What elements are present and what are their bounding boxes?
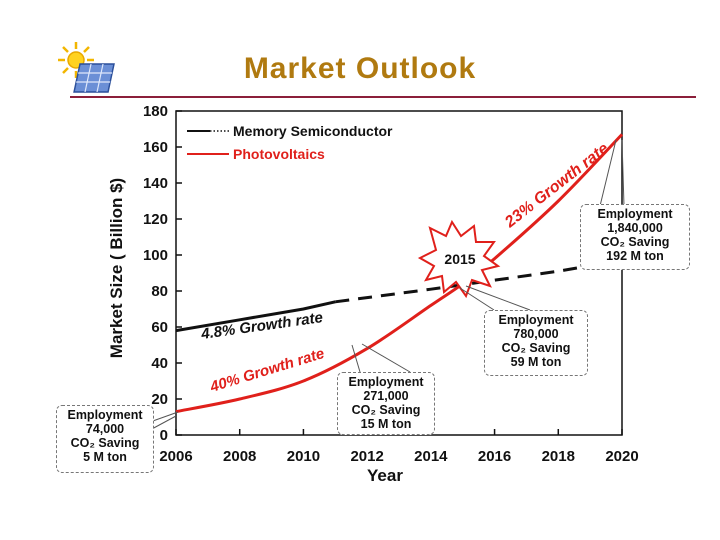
pv-early-growth-rate-label: 40% Growth rate: [207, 345, 326, 396]
legend-pv-label: Photovoltaics: [233, 146, 325, 162]
callout-box-2012: Employment 271,000 CO₂ Saving 15 M ton: [337, 372, 435, 435]
plot-frame: [175, 110, 623, 436]
callout-co2-saving-value: 59 M ton: [510, 355, 562, 369]
callout-employment-label: Employment: [348, 375, 424, 389]
y-tick-label: 100: [143, 247, 168, 264]
x-tick-label: 2006: [159, 448, 192, 465]
x-tick-label: 2010: [287, 448, 320, 465]
callout-employment-label: Employment: [498, 313, 574, 327]
x-tick-label: 2014: [414, 448, 448, 465]
callout-employment-value: 1,840,000: [607, 221, 663, 235]
y-tick-label: 120: [143, 211, 168, 228]
title-divider: [70, 96, 696, 98]
callout-co2-saving-label: CO₂ Saving: [351, 403, 421, 417]
callout-employment-label: Employment: [67, 408, 143, 422]
x-tick-label: 2012: [350, 448, 383, 465]
x-axis-label: Year: [367, 466, 403, 485]
y-tick-label: 20: [151, 391, 168, 408]
callout-employment-label: Employment: [597, 207, 673, 221]
page-title: Market Outlook: [243, 52, 477, 85]
memory-growth-rate-label: 4.8% Growth rate: [199, 309, 324, 343]
callout-box-2006: Employment 74,000 CO₂ Saving 5 M ton: [56, 405, 154, 473]
callout-box-2015: Employment 780,000 CO₂ Saving 59 M ton: [484, 310, 588, 376]
x-tick-label: 2018: [542, 448, 575, 465]
x-tick-label: 2008: [223, 448, 256, 465]
callout-employment-value: 74,000: [85, 422, 125, 436]
x-tick-label: 2016: [478, 448, 511, 465]
callout-leader-2012: [351, 343, 411, 373]
memory-series-solid-line: [175, 300, 336, 333]
year-2015-burst-label: 2015: [444, 251, 475, 267]
y-tick-label: 40: [151, 355, 168, 372]
y-tick-label: 60: [151, 319, 168, 336]
y-axis-label: Market Size ( Billion $): [107, 178, 126, 358]
y-tick-label: 140: [143, 175, 168, 192]
legend-memory-label: Memory Semiconductor: [233, 123, 393, 139]
callout-co2-saving-label: CO₂ Saving: [501, 341, 571, 355]
callout-leader-2006: [149, 411, 179, 431]
callout-employment-value: 271,000: [363, 389, 409, 403]
y-tick-label: 0: [160, 427, 168, 444]
y-tick-label: 160: [143, 139, 168, 156]
callout-leader-2015: [459, 285, 531, 311]
x-tick-label: 2020: [605, 448, 638, 465]
callout-co2-saving-value: 5 M ton: [83, 450, 127, 464]
callout-employment-value: 780,000: [513, 327, 559, 341]
callout-co2-saving-label: CO₂ Saving: [70, 436, 140, 450]
callout-co2-saving-label: CO₂ Saving: [600, 235, 670, 249]
photovoltaics-series-line: [175, 133, 624, 414]
year-2015-burst: [417, 219, 501, 299]
y-tick-label: 180: [143, 103, 168, 120]
y-tick-label: 80: [151, 283, 168, 300]
sun-solar-panel-icon: [58, 42, 115, 93]
callout-box-2020: Employment 1,840,000 CO₂ Saving 192 M to…: [580, 204, 690, 270]
callout-leader-2020: [599, 139, 625, 207]
callout-co2-saving-value: 192 M ton: [606, 249, 664, 263]
callout-co2-saving-value: 15 M ton: [360, 417, 412, 431]
memory-series-dashed-line: [335, 262, 600, 304]
